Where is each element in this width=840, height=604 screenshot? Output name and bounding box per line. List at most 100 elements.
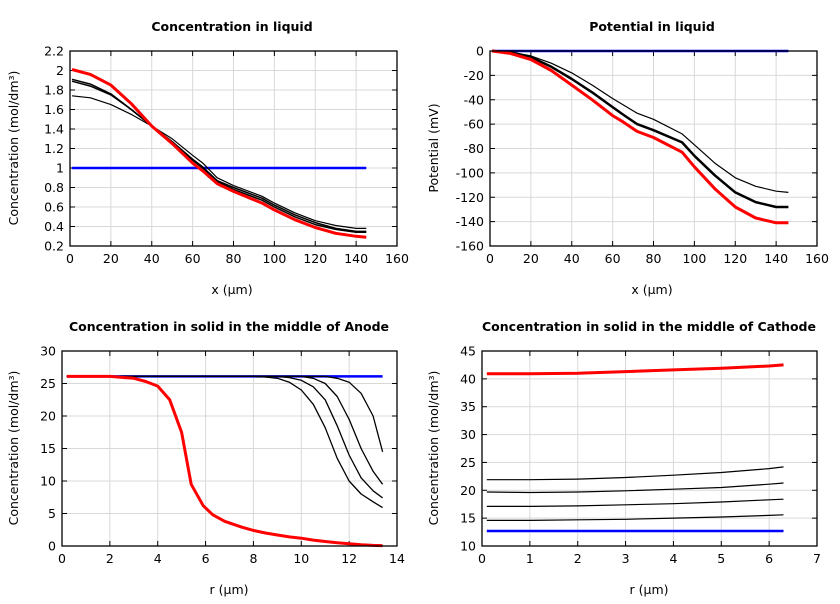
y-tick-label: 2 <box>56 63 64 78</box>
x-tick-label: 2 <box>574 551 582 566</box>
series-line-5 <box>71 68 367 239</box>
y-tick-label: -20 <box>464 68 484 83</box>
y-tick-label: 25 <box>40 376 56 391</box>
x-tick-label: 10 <box>293 551 309 566</box>
y-tick-label: 0 <box>48 539 56 554</box>
x-tick-label: 40 <box>564 251 580 266</box>
series-line-6 <box>66 374 383 548</box>
x-tick-label: 5 <box>717 551 725 566</box>
y-axis-label: Concentration (mol/dm³) <box>426 371 441 526</box>
x-tick-label: 7 <box>813 551 821 566</box>
x-tick-label: 4 <box>154 551 162 566</box>
y-tick-label: 10 <box>460 539 476 554</box>
plot-frame <box>481 350 818 547</box>
x-tick-label: 8 <box>249 551 257 566</box>
series-line-4 <box>71 78 367 234</box>
x-axis-label: r (µm) <box>630 582 669 597</box>
y-tick-label: 1.2 <box>44 141 64 156</box>
series-line-3 <box>491 49 789 209</box>
y-tick-label: 35 <box>460 399 476 414</box>
x-tick-label: 4 <box>669 551 677 566</box>
chart-title: Concentration in solid in the middle of … <box>482 319 816 334</box>
series-line-2 <box>491 50 789 193</box>
x-tick-label: 14 <box>389 551 405 566</box>
x-tick-label: 6 <box>765 551 773 566</box>
subplot-2: 0 20 40 60 80 100 120 140 160 -160 -140 -120 -100 -80… <box>426 19 829 297</box>
y-tick-label: 0.4 <box>44 219 64 234</box>
chart-title: Potential in liquid <box>589 19 715 34</box>
y-tick-label: -100 <box>456 165 484 180</box>
y-tick-label: 40 <box>460 371 476 386</box>
x-tick-label: 140 <box>344 251 368 266</box>
x-tick-label: 120 <box>303 251 327 266</box>
series-line-4 <box>486 482 784 494</box>
y-tick-label: 30 <box>460 427 476 442</box>
y-tick-label: 1.8 <box>44 83 64 98</box>
x-tick-label: 140 <box>764 251 788 266</box>
x-tick-label: 160 <box>805 251 829 266</box>
plot-frame <box>61 350 398 547</box>
y-tick-label: 1.4 <box>44 122 64 137</box>
y-tick-label: 20 <box>40 409 56 424</box>
chart-title: Concentration in solid in the middle of … <box>69 319 389 334</box>
y-tick-label: -160 <box>456 239 484 254</box>
y-tick-label: 5 <box>48 506 56 521</box>
y-axis-label: Potential (mV) <box>426 103 441 192</box>
y-tick-label: 10 <box>40 474 56 489</box>
x-tick-label: 60 <box>605 251 621 266</box>
x-axis-label: r (µm) <box>210 582 249 597</box>
y-tick-label: 0.6 <box>44 200 64 215</box>
x-tick-label: 0 <box>58 551 66 566</box>
series-line-2 <box>71 95 367 229</box>
y-tick-label: 15 <box>40 441 56 456</box>
x-tick-label: 80 <box>226 251 242 266</box>
x-tick-label: 2 <box>106 551 114 566</box>
plot-frame <box>69 50 398 247</box>
x-tick-label: 3 <box>622 551 630 566</box>
series-line-5 <box>486 466 784 481</box>
y-tick-label: -140 <box>456 214 484 229</box>
y-tick-label: 25 <box>460 455 476 470</box>
series-line-6 <box>486 363 784 376</box>
x-tick-label: 100 <box>682 251 706 266</box>
x-axis-label: x (µm) <box>211 282 252 297</box>
y-tick-label: 1.6 <box>44 102 64 117</box>
x-tick-label: 100 <box>262 251 286 266</box>
plot-frame <box>489 50 818 247</box>
x-axis-label: x (µm) <box>631 282 672 297</box>
x-tick-label: 20 <box>523 251 539 266</box>
series-line-4 <box>66 375 384 485</box>
x-tick-label: 20 <box>103 251 119 266</box>
y-tick-label: 20 <box>460 483 476 498</box>
x-tick-label: 0 <box>486 251 494 266</box>
x-tick-label: 6 <box>202 551 210 566</box>
series-line-3 <box>71 80 367 233</box>
y-tick-label: 0.8 <box>44 180 64 195</box>
y-tick-label: -80 <box>464 141 484 156</box>
subplot-1: 0 20 40 60 80 100 120 140 160 0.2 0.4 0.6 0.8 1 1.2 1.4… <box>6 19 409 297</box>
y-tick-label: 45 <box>460 344 476 359</box>
x-tick-label: 12 <box>341 551 357 566</box>
y-tick-label: -40 <box>464 92 484 107</box>
x-tick-label: 160 <box>385 251 409 266</box>
x-tick-label: 40 <box>144 251 160 266</box>
series-line-5 <box>66 375 384 452</box>
y-tick-label: 1 <box>56 161 64 176</box>
series-line-2 <box>66 375 383 509</box>
series-line-4 <box>491 49 789 225</box>
x-tick-label: 0 <box>66 251 74 266</box>
x-tick-label: 120 <box>723 251 747 266</box>
y-axis-label: Concentration (mol/dm³) <box>6 71 21 226</box>
y-tick-label: -120 <box>456 190 484 205</box>
chart-title: Concentration in liquid <box>151 19 312 34</box>
y-tick-label: -60 <box>464 117 484 132</box>
x-tick-label: 80 <box>646 251 662 266</box>
y-axis-label: Concentration (mol/dm³) <box>6 371 21 526</box>
x-tick-label: 0 <box>478 551 486 566</box>
y-tick-label: 30 <box>40 344 56 359</box>
series-line-2 <box>486 514 784 522</box>
series-line-3 <box>486 498 784 507</box>
y-tick-label: 15 <box>460 511 476 526</box>
x-tick-label: 60 <box>185 251 201 266</box>
